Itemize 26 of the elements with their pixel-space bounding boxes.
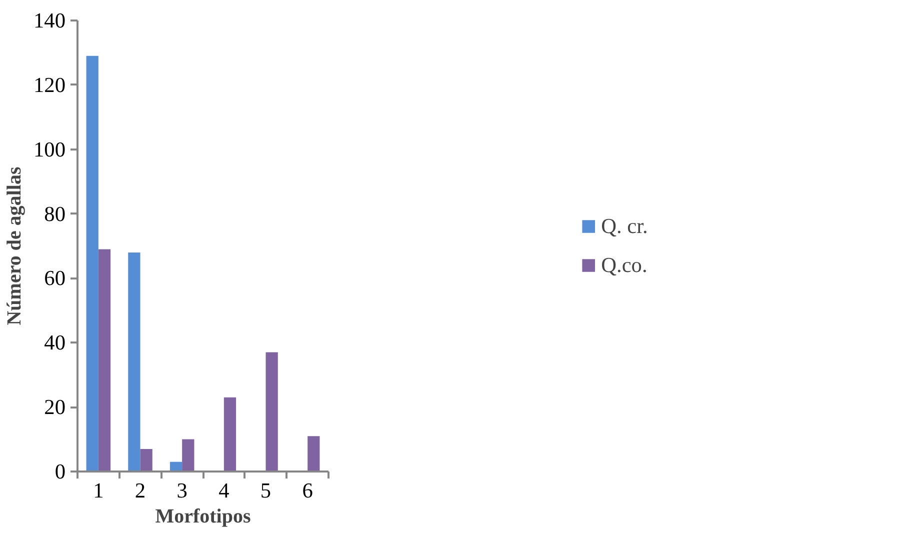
bar xyxy=(266,352,278,472)
y-tick-label: 80 xyxy=(44,202,66,226)
bar xyxy=(224,397,236,472)
y-tick-label: 60 xyxy=(44,266,66,290)
y-tick-label: 120 xyxy=(34,72,66,97)
x-axis-title: Morfotipos xyxy=(155,506,251,528)
legend-label: Q. cr. xyxy=(601,214,648,238)
x-tick-label: 1 xyxy=(93,478,104,502)
x-tick-label: 3 xyxy=(176,478,188,502)
bar xyxy=(86,56,98,472)
y-tick-label: 100 xyxy=(34,137,66,162)
bar xyxy=(182,439,194,472)
bar xyxy=(128,252,140,472)
y-tick-label: 0 xyxy=(54,460,66,484)
legend-label: Q.co. xyxy=(601,252,648,278)
bar xyxy=(98,249,111,472)
x-tick-label: 5 xyxy=(260,478,272,502)
x-tick-label: 6 xyxy=(302,478,314,502)
x-tick-label: 4 xyxy=(218,478,230,502)
bar xyxy=(308,436,320,472)
bar xyxy=(140,448,152,472)
y-tick-label: 40 xyxy=(44,330,66,355)
x-tick-label: 2 xyxy=(134,478,146,502)
y-tick-label: 20 xyxy=(44,395,66,420)
y-axis-title: Número de agallas xyxy=(4,166,26,326)
y-tick-label: 140 xyxy=(34,8,66,32)
